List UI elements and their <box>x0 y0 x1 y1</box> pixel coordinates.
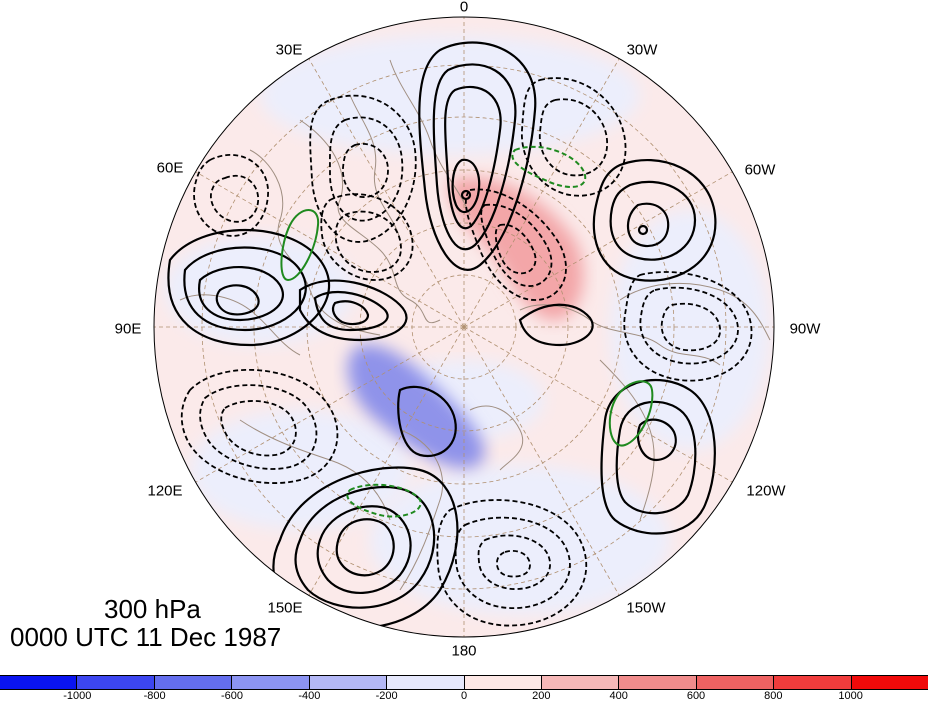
colorbar <box>0 675 928 690</box>
colorbar-tick-label: 0 <box>460 690 468 702</box>
lon-label-150e: 150E <box>267 599 303 617</box>
lon-label-120w: 120W <box>746 482 786 500</box>
lon-label-90w: 90W <box>789 320 821 338</box>
colorbar-cell <box>154 676 233 689</box>
colorbar-cell <box>77 676 155 689</box>
pressure-level-label: 300 hPa <box>104 594 201 624</box>
colorbar-cell <box>774 676 852 689</box>
lon-label-150w: 150W <box>626 599 666 617</box>
colorbar-cell <box>851 676 928 689</box>
colorbar-cell <box>464 676 542 689</box>
green-contours <box>280 145 654 518</box>
lon-label-180: 180 <box>451 642 477 660</box>
colorbar-tick-label: -400 <box>298 690 321 702</box>
positive-contours <box>167 41 717 630</box>
colorbar-tick-label: 200 <box>532 690 551 702</box>
colorbar-tick-label: -600 <box>220 690 244 702</box>
timestamp-label: 0000 UTC 11 Dec 1987 <box>10 622 282 652</box>
lon-label-90e: 90E <box>114 320 142 338</box>
colorbar-tick-label: 600 <box>686 690 706 702</box>
colorbar-tick-label: 1000 <box>838 690 863 702</box>
colorbar-tick-label: -1000 <box>63 690 92 702</box>
lon-label-60e: 60E <box>156 159 184 177</box>
lon-label-30e: 30E <box>275 41 303 59</box>
colorbar-cell <box>696 676 775 689</box>
map-boundary <box>153 16 775 638</box>
colorbar-tick-label: -800 <box>143 690 166 702</box>
colorbar-tick-label: 400 <box>609 690 628 702</box>
lon-label-0: 0 <box>459 0 469 16</box>
colorbar-cell <box>0 676 78 689</box>
colorbar-cell <box>309 676 388 689</box>
colorbar-tick-label: 800 <box>764 690 783 702</box>
colorbar-tick-label: -200 <box>375 690 398 702</box>
negative-contours <box>180 77 753 627</box>
lon-label-60w: 60W <box>744 161 776 179</box>
colorbar-cell <box>387 676 465 689</box>
colorbar-cell <box>619 676 697 689</box>
lon-label-120e: 120E <box>147 482 183 500</box>
colorbar-cell <box>541 676 620 689</box>
colorbar-cell <box>232 676 310 689</box>
lon-label-30w: 30W <box>626 41 658 59</box>
